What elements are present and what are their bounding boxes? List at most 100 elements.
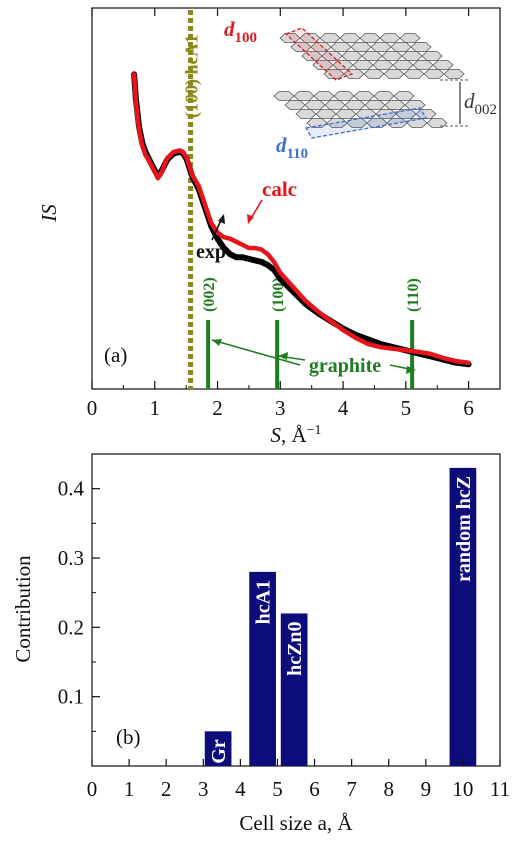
data-point-calc xyxy=(151,165,153,167)
d002-label: d002 xyxy=(464,89,497,118)
graphite-arrowhead-2 xyxy=(278,352,288,360)
x-tick-label-a: 4 xyxy=(338,396,349,420)
hexagon-cell xyxy=(383,69,405,79)
x-tick-label-a: 2 xyxy=(212,396,223,420)
graphite-layer-top xyxy=(279,33,465,79)
data-point-exp xyxy=(235,256,237,258)
tick-labels-b: 0 1 2 3 4 5 6 7 8 9 10 11 0.1 0.2 0.3 0.4 xyxy=(58,477,510,801)
data-point-calc xyxy=(267,253,269,255)
data-point-calc xyxy=(442,357,445,359)
y-tick-label-b: 0.1 xyxy=(58,685,84,709)
data-point-calc xyxy=(157,177,159,179)
hexagon-cell xyxy=(319,33,341,43)
data-point-exp xyxy=(223,247,225,249)
plot-frame-a xyxy=(91,7,501,390)
data-point-calc xyxy=(160,173,162,175)
hexagon-cell xyxy=(330,42,352,52)
x-tick-label-a: 1 xyxy=(150,396,161,420)
hexagon-cell xyxy=(432,60,454,70)
data-point-calc xyxy=(367,343,369,345)
graphite-label: graphite xyxy=(309,355,381,377)
d110-label-sub: 110 xyxy=(287,146,309,162)
x-axis-label-b: Cell size a, Å xyxy=(239,811,353,835)
hexagon-cell xyxy=(421,51,443,61)
data-point-calc xyxy=(204,204,206,206)
data-point-exp xyxy=(267,264,269,266)
data-point-calc xyxy=(166,157,168,159)
hexagon-cell xyxy=(335,109,357,119)
data-point-calc xyxy=(235,241,237,243)
x-tick-label-a: 6 xyxy=(463,396,474,420)
data-point-calc xyxy=(405,349,407,351)
x-tick-label-a: 0 xyxy=(87,396,98,420)
x-axis-label-main: S xyxy=(270,423,281,447)
data-point-exp xyxy=(229,253,231,255)
hexagon-cell xyxy=(423,69,445,79)
reflection-lines: (100) hcA1 (002) (100) (110) xyxy=(182,10,422,389)
data-point-calc xyxy=(229,238,231,240)
x-tick-label-b: 3 xyxy=(198,777,209,801)
bar-label: Gr xyxy=(208,739,230,764)
hexagon-cell xyxy=(339,33,361,43)
x-tick-label-a: 3 xyxy=(275,396,286,420)
y-axis-label-b: Contribution xyxy=(11,555,35,663)
y-tick-label-b: 0.4 xyxy=(58,477,85,501)
x-tick-label-b: 10 xyxy=(452,777,473,801)
hexagon-cell xyxy=(361,51,383,61)
data-point-exp xyxy=(248,258,250,260)
data-point-calc xyxy=(210,222,212,224)
hexagon-cell xyxy=(404,100,426,110)
hexagon-cell xyxy=(443,69,465,79)
hexagon-cell xyxy=(410,42,432,52)
panel-label-b: (b) xyxy=(116,725,141,749)
hexagon-cell xyxy=(313,91,335,101)
data-point-exp xyxy=(380,343,382,345)
data-point-calc xyxy=(216,231,219,234)
hexagon-cell xyxy=(379,33,401,43)
data-point-calc xyxy=(273,261,275,263)
hexagon-cell xyxy=(426,118,448,128)
data-point-exp xyxy=(273,269,275,271)
hexagon-cell xyxy=(363,69,385,79)
hexagon-cell xyxy=(399,33,421,43)
data-point-calc xyxy=(430,353,432,355)
x-tick-label-b: 5 xyxy=(272,777,283,801)
calc-arrowhead xyxy=(247,214,254,224)
series-lines xyxy=(131,71,472,368)
x-tick-label-a: 5 xyxy=(401,396,412,420)
hcA1-label: (100) hcA1 xyxy=(182,35,203,119)
hexagon-cell xyxy=(333,91,355,101)
d100-label-main: d xyxy=(224,17,235,41)
d100-label: d100 xyxy=(224,17,257,46)
data-point-calc xyxy=(248,247,250,249)
graphite-reflection-label: (002) xyxy=(201,277,218,312)
hexagon-cell xyxy=(341,51,363,61)
data-point-calc xyxy=(163,165,165,167)
data-point-calc xyxy=(417,351,419,353)
x-tick-label-b: 4 xyxy=(235,777,246,801)
data-point-calc xyxy=(191,174,193,176)
data-point-calc xyxy=(198,185,200,187)
data-point-calc xyxy=(355,337,357,339)
d100-label-sub: 100 xyxy=(235,30,258,46)
x-tick-label-b: 1 xyxy=(124,777,135,801)
data-point-exp xyxy=(367,338,369,340)
hexagon-cell xyxy=(304,100,326,110)
graphite-arrow-1 xyxy=(211,339,301,366)
data-point-calc xyxy=(144,154,146,156)
x-axis-label-unit: , Å xyxy=(281,423,308,447)
hexagon-cell xyxy=(393,91,415,101)
data-point-calc xyxy=(147,159,150,161)
hexagon-cell xyxy=(384,100,406,110)
y-tick-label-b: 0.3 xyxy=(58,546,84,570)
hexagon-cell xyxy=(370,42,392,52)
data-point-calc xyxy=(260,249,263,251)
data-point-calc xyxy=(173,151,175,153)
bar-Gr xyxy=(204,731,232,766)
d002-label-main: d xyxy=(464,89,475,113)
data-point-exp xyxy=(260,261,263,263)
hexagon-cell xyxy=(401,51,423,61)
